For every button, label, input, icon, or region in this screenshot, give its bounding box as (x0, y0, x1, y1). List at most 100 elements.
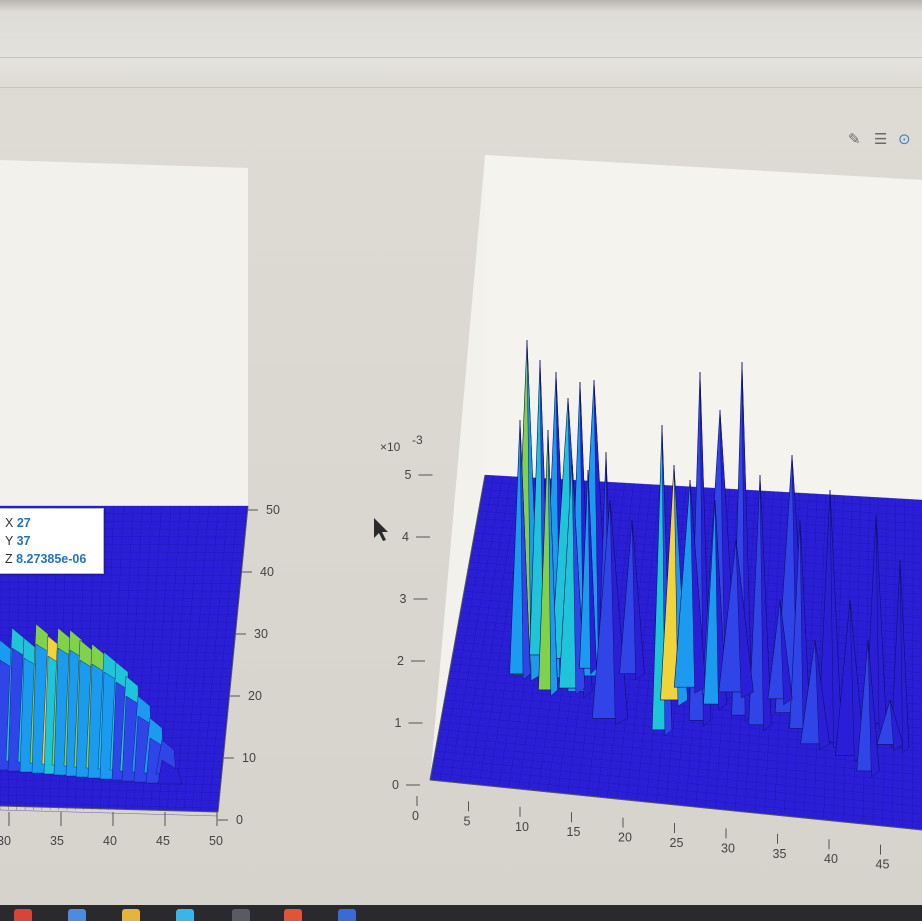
left-y-tick-label: 50 (266, 503, 280, 517)
edit-icon[interactable]: ✎ (848, 130, 861, 148)
mesh-line (0, 786, 221, 793)
mesh-line (0, 802, 219, 809)
mesh-line (0, 619, 237, 623)
folder-icon[interactable] (122, 909, 140, 921)
left-x-axis-line (0, 805, 219, 813)
left-x-tick-label: 35 (50, 834, 64, 848)
right-x-axis-line (429, 779, 922, 831)
mesh-line (803, 493, 818, 819)
mesh-line (882, 497, 888, 827)
surface-spike-shade (547, 429, 558, 697)
datatip-y-row: Y 37 (5, 532, 103, 550)
right-x-tick-label: 45 (876, 858, 890, 872)
mesh-line (217, 505, 248, 811)
surface-spike-shade (689, 479, 706, 694)
mesh-line (0, 596, 240, 600)
right-z-tick-label: 0 (392, 778, 399, 792)
legend-icon[interactable]: ☰ (874, 130, 888, 148)
mesh-line (208, 505, 238, 811)
datatip-x-row: X 27 (5, 514, 103, 532)
left-x-tick-label: 50 (209, 834, 223, 848)
right-x-tick-label: 20 (618, 831, 632, 845)
surface-spike-shade (631, 519, 645, 681)
mesh-line (0, 612, 238, 615)
mesh-line (892, 498, 897, 828)
left-y-tick-label: 30 (254, 627, 268, 641)
mesh-line (0, 589, 240, 592)
surface-spike-shade (779, 599, 793, 706)
left-axes-background (0, 160, 248, 506)
mesh-line (183, 505, 210, 811)
left-x-tick-label: 30 (0, 834, 11, 848)
mesh-line (192, 505, 219, 811)
taskbar (0, 905, 922, 921)
right-surface-plot[interactable] (429, 339, 922, 831)
datatip-y-label: Y (5, 534, 14, 548)
right-x-tick-label: 25 (670, 836, 684, 850)
mesh-line (175, 505, 200, 811)
datatip-z-value: 8.27385e-06 (16, 552, 87, 566)
left-surface-plot[interactable] (0, 505, 248, 817)
datatip-z-row: Z 8.27385e-06 (5, 550, 103, 568)
mesh-line (813, 494, 827, 820)
surface-spike-shade (735, 539, 754, 699)
right-z-tick-label: 2 (397, 654, 404, 668)
datatip-x-label: X (5, 516, 14, 530)
mesh-line (852, 496, 862, 824)
mesh-line (469, 476, 521, 785)
mesh-line (0, 574, 242, 576)
mesh-line (439, 475, 494, 782)
surface-spike-shade (519, 419, 531, 681)
right-z-exponent-label: ×10 (380, 440, 401, 454)
datatip-y-value: 37 (16, 534, 31, 548)
right-axes-back-wall (485, 155, 922, 498)
mouse-cursor-icon (374, 518, 388, 541)
mesh-line (0, 779, 222, 786)
chrome-icon[interactable] (14, 909, 32, 921)
right-x-tick-label: 40 (824, 852, 838, 866)
surface-spike-shade (867, 639, 880, 778)
mesh-line (0, 604, 239, 607)
mesh-line (200, 505, 229, 811)
app-icon[interactable] (338, 909, 356, 921)
right-x-tick-label: 15 (567, 825, 581, 839)
left-y-tick-label: 20 (248, 689, 262, 703)
mesh-line (911, 499, 914, 830)
surface-spike-shade (889, 699, 904, 751)
right-z-axis-line (429, 474, 486, 781)
edge-icon[interactable] (176, 909, 194, 921)
right-z-tick-label: 1 (395, 716, 402, 730)
right-z-tick-label: 5 (405, 468, 412, 482)
right-z-exponent-power: -3 (412, 433, 423, 447)
surface-spike-shade (759, 474, 772, 732)
mesh-line (449, 475, 503, 783)
app-icon[interactable] (68, 909, 86, 921)
app-icon[interactable] (232, 909, 250, 921)
mesh-line (459, 476, 512, 784)
app-icon[interactable] (284, 909, 302, 921)
mesh-line (0, 794, 220, 801)
right-x-tick-label: 5 (464, 814, 471, 828)
mesh-line (626, 484, 661, 801)
datatip[interactable]: X 27 Y 37 Z 8.27385e-06 (0, 508, 104, 574)
surface-peak (157, 759, 183, 785)
right-x-tick-label: 10 (515, 820, 529, 834)
left-x-tick-label: 45 (156, 834, 170, 848)
toolbar-divider (0, 87, 922, 88)
right-z-tick-label: 3 (400, 592, 407, 606)
left-y-tick-label: 40 (260, 565, 274, 579)
left-axes: 0 10 20 30 40 50 30 35 40 45 50 (0, 503, 280, 848)
screen-top-bezel (0, 0, 922, 95)
surface-spike-shade (899, 559, 910, 754)
rotate-icon[interactable]: ⊙ (898, 130, 911, 148)
right-x-tick-label: 30 (721, 841, 735, 855)
left-y-tick-label: 0 (236, 813, 243, 827)
left-y-axis-line (217, 505, 249, 813)
mesh-line (0, 581, 241, 584)
toolbar-divider (0, 57, 922, 58)
right-x-tick-label: 35 (773, 847, 787, 861)
right-z-tick-label: 4 (402, 530, 409, 544)
right-x-tick-label: 0 (412, 809, 419, 823)
